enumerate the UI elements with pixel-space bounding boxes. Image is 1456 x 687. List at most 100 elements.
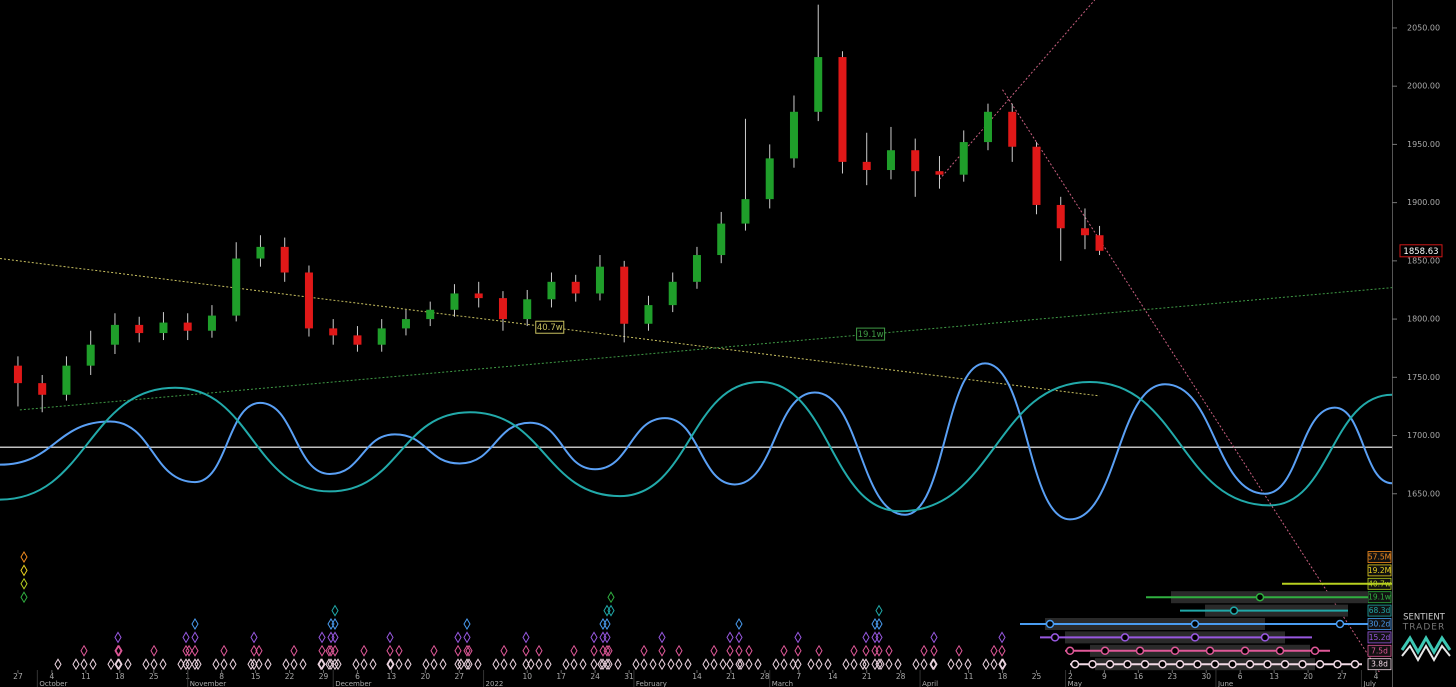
cycle-diamond <box>159 658 167 671</box>
cycle-diamond <box>331 658 339 671</box>
projection-node <box>1120 633 1130 642</box>
cycle-diamond <box>794 658 802 671</box>
cycle-diamond <box>220 644 228 657</box>
cycle-diamond <box>290 658 298 671</box>
cycle-diamond <box>658 631 666 644</box>
cycle-legend-label: 57.5M <box>1368 553 1391 562</box>
projection-node <box>1240 646 1250 656</box>
cycle-diamond <box>264 658 272 671</box>
cycle-diamond <box>191 644 199 657</box>
cycle-diamond <box>675 658 683 671</box>
cycle-diamond <box>114 658 122 671</box>
cycle-diamond <box>454 658 462 671</box>
cycle-diamond <box>422 658 430 671</box>
x-tick-label: 28 <box>896 672 906 681</box>
axes: 2050.00 2000.00 1950.00 1900.00 1850.00 1800.… <box>13 23 1452 687</box>
x-tick-label: 23 <box>1168 672 1178 681</box>
cycle-diamond <box>185 658 193 671</box>
projection-node <box>1065 646 1075 656</box>
projection-node <box>1260 633 1270 642</box>
last-price-label: 1858.63 <box>1403 247 1438 257</box>
x-tick-label: 27 <box>455 672 465 681</box>
month-label: October <box>39 680 67 687</box>
cycle-diamond <box>463 644 471 657</box>
cycle-diamond <box>331 644 339 657</box>
cycle-diamond <box>395 644 403 657</box>
x-tick-label: 13 <box>1269 672 1279 681</box>
cycle-diamond <box>605 644 613 657</box>
cycle-legend-label: 19.2M <box>1368 566 1391 575</box>
cycle-diamond <box>142 658 150 671</box>
cycle-diamond <box>862 658 870 671</box>
cycle-diamond <box>54 658 62 671</box>
cycle-diamond <box>885 644 893 657</box>
candle-body <box>959 142 968 175</box>
cycle-diamond <box>454 644 462 657</box>
candle-body <box>935 171 944 175</box>
cycle-diamond <box>745 644 753 657</box>
x-tick-label: 18 <box>115 672 125 681</box>
projection-node <box>1210 659 1220 669</box>
cycle-diamond <box>780 658 788 671</box>
cycle-diamond <box>325 644 333 657</box>
trendline <box>19 287 1392 411</box>
y-tick-label: 2050.00 <box>1407 23 1440 32</box>
cycle-diamond <box>789 658 797 671</box>
x-tick-label: 30 <box>1201 672 1211 681</box>
cycle-diamond <box>632 658 640 671</box>
cycle-diamond <box>229 658 237 671</box>
cycle-legend-label: 30.2d <box>1369 620 1391 629</box>
cycle-diamond <box>929 658 937 671</box>
cycle-diamond <box>815 644 823 657</box>
cycle-diamond <box>454 631 462 644</box>
x-tick-label: 15 <box>251 672 261 681</box>
cycle-diamond <box>150 644 158 657</box>
candle-body <box>983 111 992 143</box>
projection-node <box>1228 659 1237 669</box>
cycle-diamond <box>124 658 132 671</box>
cycle-legend-label: 68.3d <box>1369 606 1391 615</box>
cycle-diamond <box>684 658 692 671</box>
cycle-diamond <box>982 658 990 671</box>
y-tick-label: 1650.00 <box>1407 489 1440 498</box>
x-tick-label: 25 <box>149 672 159 681</box>
cycle-diamond <box>331 631 339 644</box>
cycle-diamond <box>191 631 199 644</box>
cycle-diamond <box>114 644 122 657</box>
cycle-diamond <box>964 658 972 671</box>
cycle-diamond <box>150 658 158 671</box>
y-tick-label: 1700.00 <box>1407 431 1440 440</box>
x-tick-label: 14 <box>828 672 838 681</box>
cycle-wave <box>0 380 1392 513</box>
cycle-diamond <box>875 604 883 617</box>
projection-node <box>1100 646 1110 656</box>
month-label: June <box>1217 680 1233 687</box>
cycle-diamond <box>535 644 543 657</box>
cycle-diamond <box>719 658 727 671</box>
cycle-diamond <box>463 618 471 630</box>
x-tick-label: 20 <box>1303 672 1313 681</box>
projection-node <box>1280 659 1290 669</box>
candle-body <box>717 223 726 256</box>
cycle-diamond <box>465 644 473 657</box>
cycle-diamond <box>885 658 893 671</box>
cycle-diamond <box>780 644 788 657</box>
projection-node <box>1298 659 1307 669</box>
month-label: April <box>922 680 938 687</box>
cycle-diamond <box>735 658 743 671</box>
cycle-diamond <box>794 644 802 657</box>
projection-node <box>1190 619 1200 629</box>
projection-node <box>1135 646 1145 656</box>
cycle-legend-box <box>1367 631 1392 644</box>
cycle-diamond <box>177 658 185 671</box>
candle-body <box>135 324 144 334</box>
cycle-diamond <box>474 658 482 671</box>
cycle-diamond <box>352 658 360 671</box>
projection-node <box>1050 633 1060 642</box>
cycle-diamond <box>527 658 535 671</box>
x-tick-label: 21 <box>726 672 736 681</box>
cycle-legend-box <box>1367 644 1392 657</box>
cycle-diamond <box>726 631 734 644</box>
cycle-diamond <box>89 658 97 671</box>
